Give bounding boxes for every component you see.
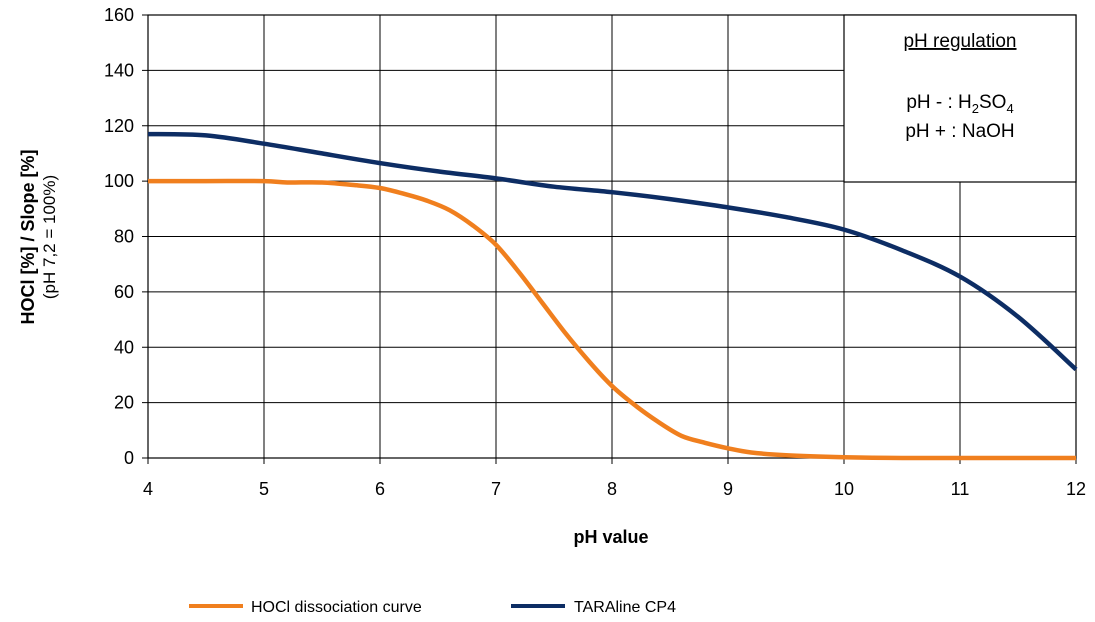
series-lines — [147, 131, 1078, 461]
x-tick-label: 6 — [375, 479, 385, 499]
grid — [147, 14, 1077, 459]
y-tick-label: 80 — [114, 227, 134, 247]
legend: HOCl dissociation curve TARAline CP4 — [189, 599, 676, 616]
y-tick-label: 40 — [114, 337, 134, 357]
annotation-line-1: pH - : H2SO4 — [906, 92, 1013, 116]
legend-label-taraline: TARAline CP4 — [574, 599, 676, 616]
x-tick-label: 4 — [143, 479, 153, 499]
ph-regulation-box: pH regulation pH - : H2SO4 pH + : NaOH — [843, 14, 1077, 183]
y-tick-label: 20 — [114, 393, 134, 413]
series-line-1 — [147, 131, 1078, 372]
x-tick-label: 10 — [834, 479, 854, 499]
y-tick-label: 60 — [114, 282, 134, 302]
annotation-line-2: pH + : NaOH — [905, 121, 1014, 142]
x-tick-label: 9 — [723, 479, 733, 499]
x-tick-label: 7 — [491, 479, 501, 499]
y-tick-label: 100 — [104, 171, 134, 191]
y-tick-label: 140 — [104, 60, 134, 80]
series-line-0 — [147, 178, 1076, 461]
annotation-title: pH regulation — [903, 31, 1016, 52]
y-tick-label: 0 — [124, 448, 134, 468]
y-axis-label: HOCl [%] / Slope [%] — [18, 150, 38, 325]
x-tick-label: 12 — [1066, 479, 1086, 499]
x-tick-label: 5 — [259, 479, 269, 499]
y-tick-label: 160 — [104, 5, 134, 25]
legend-label-hocl: HOCl dissociation curve — [251, 599, 422, 616]
x-tick-label: 11 — [951, 479, 970, 499]
x-tick-label: 8 — [607, 479, 617, 499]
y-axis-sublabel: (pH 7,2 = 100%) — [40, 175, 59, 299]
y-tick-label: 120 — [104, 116, 134, 136]
x-axis-label: pH value — [573, 527, 648, 547]
annotation-box — [843, 14, 1077, 183]
